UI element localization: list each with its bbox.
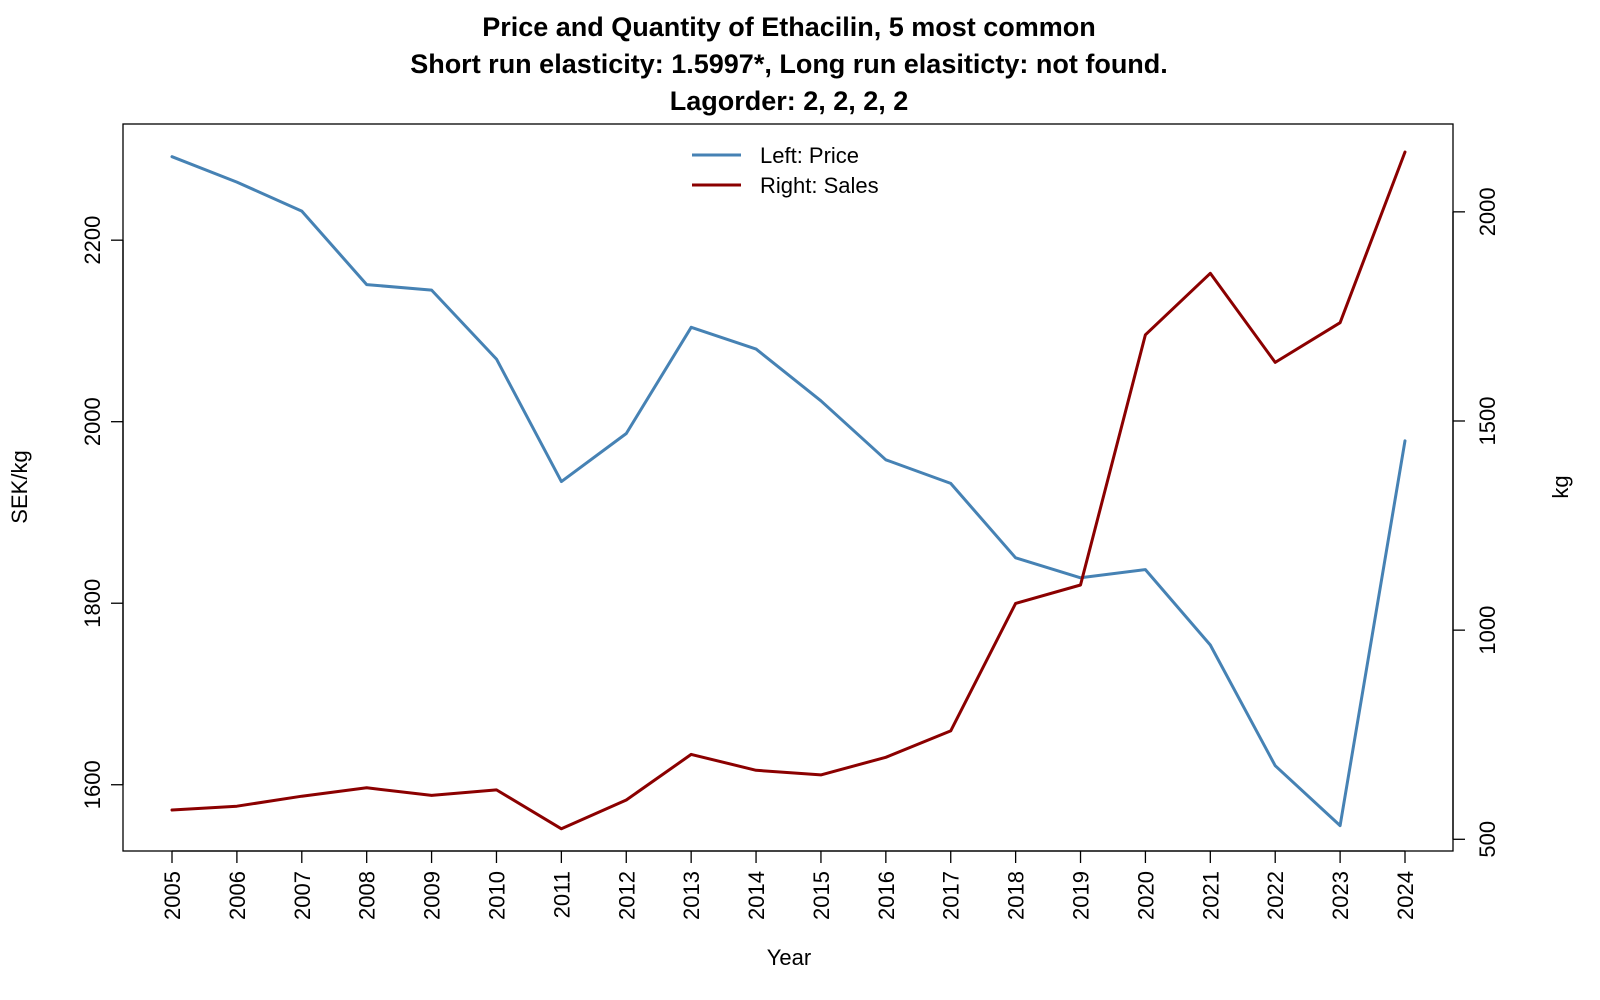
x-tick-label-2009: 2009 — [420, 871, 445, 920]
x-axis-label: Year — [767, 945, 811, 970]
left-tick-label-2000: 2000 — [80, 397, 105, 446]
data-point-sales-2011 — [560, 827, 563, 831]
x-tick-label-2012: 2012 — [614, 871, 639, 920]
data-point-price-2022 — [1274, 764, 1277, 767]
data-point-price-2011 — [560, 480, 563, 483]
series-line-sales — [170, 150, 1407, 831]
x-tick-label-2016: 2016 — [874, 871, 899, 920]
data-point-sales-2008 — [365, 786, 368, 790]
data-point-sales-2012 — [625, 798, 628, 802]
data-point-sales-2010 — [495, 788, 498, 792]
right-tick-label-1000: 1000 — [1475, 606, 1500, 655]
right-y-axis: 500 1000 1500 2000 — [1452, 187, 1500, 858]
series-sales — [170, 150, 1407, 831]
x-tick-label-2011: 2011 — [549, 871, 574, 918]
data-point-sales-2018 — [1014, 602, 1017, 605]
data-point-sales-2016 — [884, 756, 888, 759]
data-point-price-2008 — [365, 283, 368, 286]
data-point-price-2010 — [495, 357, 498, 361]
left-tick-label-1800: 1800 — [80, 579, 105, 628]
x-tick-label-2018: 2018 — [1004, 871, 1029, 920]
legend-label-sales: Right: Sales — [760, 173, 879, 198]
x-tick-label-2014: 2014 — [744, 871, 769, 920]
data-point-price-2009 — [430, 288, 433, 292]
x-tick-label-2010: 2010 — [484, 871, 509, 920]
series-price — [170, 155, 1407, 828]
data-point-price-2005 — [170, 155, 174, 158]
data-point-sales-2005 — [170, 808, 174, 812]
right-y-axis-label: kg — [1548, 475, 1573, 498]
x-tick-label-2023: 2023 — [1328, 871, 1353, 920]
data-point-sales-2017 — [949, 729, 952, 733]
x-tick-label-2022: 2022 — [1263, 871, 1288, 920]
x-tick-label-2020: 2020 — [1133, 871, 1158, 920]
data-point-sales-2019 — [1079, 583, 1082, 587]
chart-title: Price and Quantity of Ethacilin, 5 most … — [410, 12, 1168, 116]
right-tick-label-1500: 1500 — [1475, 397, 1500, 446]
left-tick-label-1600: 1600 — [80, 760, 105, 809]
x-tick-label-2007: 2007 — [290, 871, 315, 920]
data-point-sales-2015 — [819, 773, 823, 777]
data-point-sales-2007 — [300, 795, 303, 798]
data-point-price-2024 — [1403, 439, 1407, 442]
left-tick-label-2200: 2200 — [80, 216, 105, 265]
data-point-sales-2024 — [1403, 150, 1407, 154]
x-tick-label-2017: 2017 — [939, 871, 964, 920]
left-y-axis: 1600 1800 2000 2200 — [80, 216, 124, 809]
data-point-sales-2021 — [1209, 272, 1212, 275]
legend-label-price: Left: Price — [760, 143, 859, 168]
left-y-axis-label: SEK/kg — [7, 450, 32, 523]
x-tick-label-2015: 2015 — [809, 871, 834, 920]
chart-title-line-1: Price and Quantity of Ethacilin, 5 most … — [482, 12, 1096, 42]
legend: Left: Price Right: Sales — [692, 143, 879, 198]
data-point-price-2017 — [949, 482, 952, 485]
data-point-price-2007 — [300, 209, 303, 213]
data-point-price-2013 — [689, 326, 693, 329]
chart-title-line-3: Lagorder: 2, 2, 2, 2 — [670, 86, 909, 116]
series-layer — [170, 150, 1407, 831]
data-point-price-2014 — [754, 347, 758, 351]
data-point-price-2020 — [1144, 568, 1147, 571]
data-point-sales-2020 — [1144, 333, 1147, 337]
x-tick-label-2019: 2019 — [1069, 871, 1094, 920]
data-point-price-2018 — [1014, 556, 1017, 560]
x-tick-label-2008: 2008 — [355, 871, 380, 920]
data-point-price-2006 — [235, 180, 239, 184]
data-point-price-2021 — [1209, 643, 1212, 647]
data-point-sales-2014 — [754, 769, 758, 772]
x-tick-label-2024: 2024 — [1393, 871, 1418, 920]
data-point-price-2023 — [1338, 824, 1342, 827]
data-point-sales-2009 — [430, 794, 433, 797]
data-point-price-2015 — [819, 399, 823, 403]
right-tick-label-2000: 2000 — [1475, 187, 1500, 236]
data-point-sales-2023 — [1338, 321, 1342, 324]
series-line-price — [170, 155, 1407, 828]
x-tick-label-2006: 2006 — [225, 871, 250, 920]
chart-title-line-2: Short run elasticity: 1.5997*, Long run … — [410, 49, 1168, 79]
data-point-sales-2013 — [689, 753, 693, 756]
x-tick-label-2005: 2005 — [160, 871, 185, 920]
right-tick-label-500: 500 — [1475, 821, 1500, 858]
x-tick-label-2021: 2021 — [1198, 871, 1223, 920]
data-point-sales-2022 — [1274, 361, 1277, 364]
data-point-price-2012 — [625, 432, 628, 435]
x-tick-label-2013: 2013 — [679, 871, 704, 920]
data-point-price-2016 — [884, 458, 888, 462]
x-axis: 2005 2006 2007 2008 2009 2010 2011 2012 2013 2014… — [160, 850, 1418, 920]
data-point-sales-2006 — [235, 805, 239, 808]
